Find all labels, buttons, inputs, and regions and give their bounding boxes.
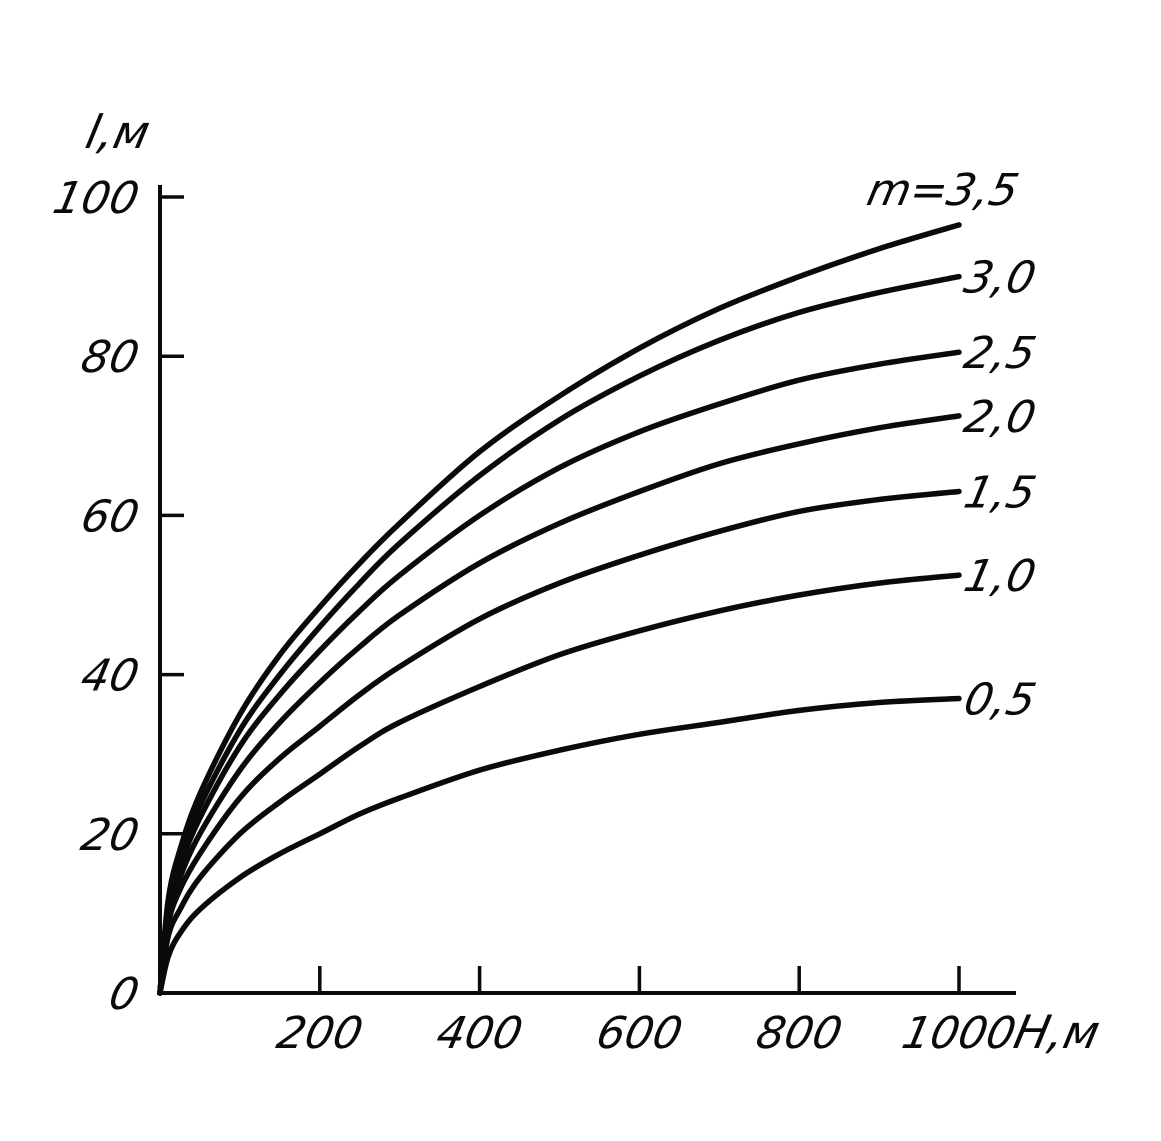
x-tick-label: 200 (272, 1008, 367, 1058)
x-tick-label: 1000 (898, 1008, 1021, 1058)
y-tick-label: 40 (77, 651, 144, 701)
series-label: 3,0 (960, 253, 1041, 303)
series-line (157, 695, 962, 996)
series-line (157, 222, 962, 996)
axes (157, 185, 1016, 995)
x-tick-label: 600 (592, 1008, 687, 1058)
x-tick-label: 800 (752, 1008, 847, 1058)
x-axis-title: H,м (1009, 1005, 1104, 1058)
y-tick-label: 80 (77, 333, 144, 383)
series-label: 1,5 (960, 468, 1041, 518)
series-label: 2,0 (960, 392, 1041, 442)
x-tick-label: 400 (432, 1008, 527, 1058)
y-tick-label: 100 (49, 173, 144, 223)
series-line (157, 572, 962, 996)
series-line (157, 488, 962, 996)
y-tick-label: 60 (77, 492, 144, 542)
series-label: 1,0 (960, 552, 1041, 602)
y-tick-label: 0 (105, 969, 144, 1019)
series-label: 2,5 (960, 329, 1041, 379)
series-line (157, 349, 962, 996)
ticks (160, 195, 961, 993)
y-axis-title: l,м (81, 105, 154, 158)
series-line (157, 413, 962, 996)
labels: l,м H,м 0 20 40 60 80 100 200 400 600 800 1000 m=3,… (49, 105, 1105, 1058)
curves (157, 222, 962, 996)
series-label: 0,5 (960, 675, 1041, 725)
series-line (157, 273, 962, 996)
series-label: m=3,5 (863, 165, 1023, 215)
y-tick-label: 20 (77, 810, 144, 860)
